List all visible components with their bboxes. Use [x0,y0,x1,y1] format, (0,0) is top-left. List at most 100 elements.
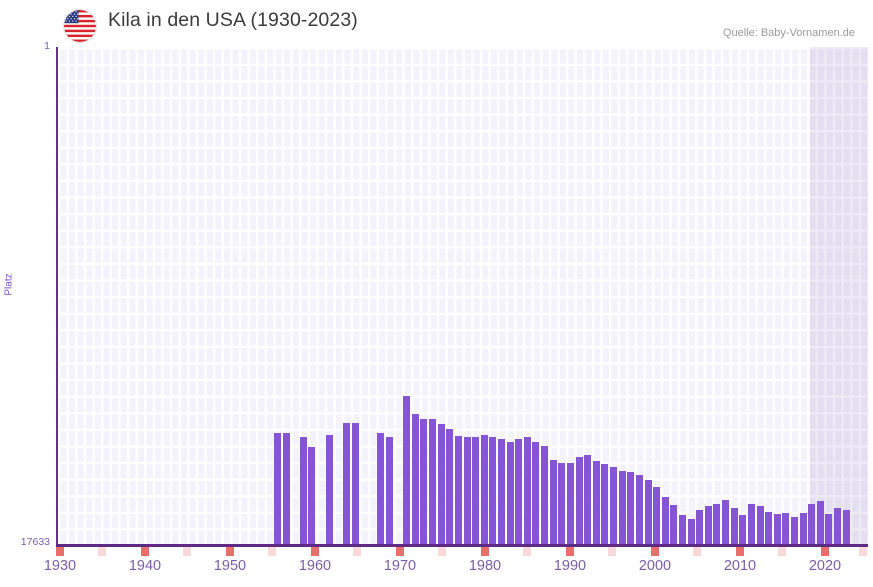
x-axis-tick-label: 1940 [128,558,162,574]
bar [472,437,480,545]
x-axis-line [56,544,868,547]
chart-header: Kila in den USA (1930-2023) Quelle: Baby… [0,0,873,46]
bar [782,513,790,545]
bar [463,437,471,545]
bar [566,463,574,545]
bar [653,487,661,545]
bar [635,475,643,545]
x-axis-tick-major [141,547,149,556]
x-axis-tick-label: 2020 [808,558,842,574]
bar [386,437,393,545]
bar [446,429,454,545]
y-axis-tick-top: 1 [44,40,50,52]
bar [541,446,549,545]
bar [696,510,704,545]
bar [558,463,566,545]
bar [429,419,436,545]
x-axis-tick-label: 1930 [43,558,77,574]
bar [575,457,583,545]
bar [808,504,816,545]
x-axis-tick-label: 2000 [638,558,672,574]
bar [515,439,523,545]
x-axis-tick-band [56,547,867,556]
bar [730,508,738,545]
x-axis-tick-label: 1980 [468,558,502,574]
bar [791,517,798,545]
bar [282,433,290,545]
y-axis-tick-bottom: 17633 [20,536,50,548]
bar [351,423,359,545]
bar [299,437,307,545]
plot-gridlines [58,47,868,545]
x-axis-tick-label: 2010 [723,558,757,574]
us-flag-icon [64,10,96,42]
source-label: Quelle: Baby-Vornamen.de [722,27,855,39]
bar [747,504,755,545]
x-axis-tick-label: 1960 [298,558,332,574]
x-axis-tick-minor [98,547,106,556]
bar [437,424,445,545]
bar [308,447,316,545]
bar [403,396,411,545]
bar [618,471,626,545]
bar [834,508,842,545]
bar [739,515,747,545]
bar [644,480,652,545]
bar [773,514,781,545]
x-axis-tick-major [396,547,404,556]
bar [592,461,600,545]
bar [713,504,721,545]
bar [610,467,617,545]
bar [489,437,497,545]
bar [325,435,333,545]
bar [523,437,531,545]
y-axis-title: Platz [3,273,15,296]
x-axis-tick-major [481,547,489,556]
x-axis-tick-major [736,547,744,556]
bar [498,439,505,545]
bar-series [58,47,868,545]
x-axis-tick-minor [693,547,701,556]
x-axis-tick-minor [778,547,786,556]
bar [825,514,833,545]
bar [420,419,428,545]
bar [549,460,557,545]
bar [661,497,669,545]
bar [842,510,850,545]
bar [454,436,462,545]
x-axis-tick-label: 1950 [213,558,247,574]
bar [678,515,686,545]
bar [584,455,592,545]
bar [722,500,729,545]
bar [687,519,695,545]
x-axis-tick-label: 1970 [383,558,417,574]
bar [756,506,764,545]
bar [377,433,385,545]
bar [506,442,514,545]
bar [704,506,712,545]
bar [480,435,488,545]
bar [816,501,824,545]
bar [627,472,635,545]
x-axis-tick-major [56,547,64,556]
x-axis-tick-label: 1990 [553,558,587,574]
page-title: Kila in den USA (1930-2023) [108,9,358,31]
bar [765,512,773,545]
x-axis-tick-major [226,547,234,556]
bar [411,414,419,545]
x-axis-tick-minor [859,547,867,556]
bar [601,464,609,545]
bar [274,433,281,545]
bar [532,442,540,545]
x-axis-tick-minor [608,547,616,556]
x-axis-tick-minor [438,547,446,556]
bar [342,423,350,545]
x-axis-tick-major [821,547,829,556]
x-axis-tick-minor [353,547,361,556]
x-axis-tick-major [566,547,574,556]
x-axis-tick-minor [183,547,191,556]
plot-area [56,47,868,545]
x-axis-tick-major [651,547,659,556]
bar [799,513,807,545]
bar [670,505,678,545]
